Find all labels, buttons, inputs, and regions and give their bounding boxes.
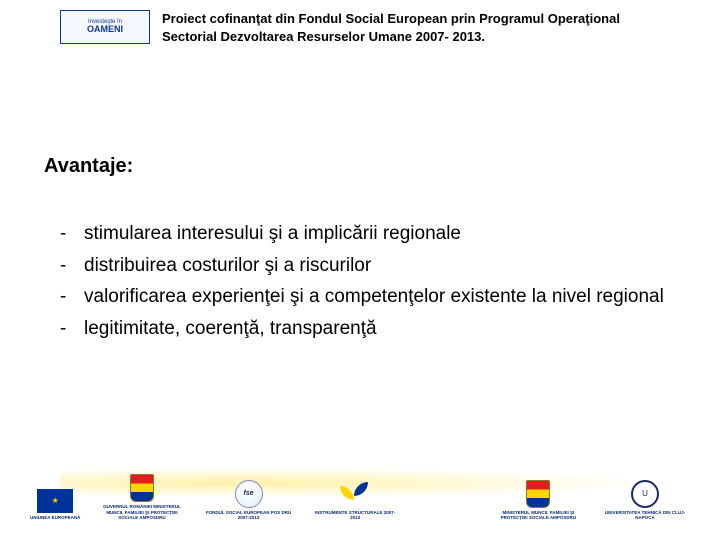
bullet-text: valorificarea experienţei şi a competenţ… bbox=[84, 283, 670, 311]
dash-icon: - bbox=[60, 315, 84, 343]
footer-caption: GUVERNUL ROMÂNIEI MINISTERUL MUNCII, FAM… bbox=[97, 504, 187, 520]
header: Investeşte în OAMENI Proiect cofinanţat … bbox=[60, 10, 680, 45]
slide-title: Avantaje: bbox=[44, 155, 133, 178]
footer-item-fse: fse FONDUL SOCIAL EUROPEAN POS DRU 2007-… bbox=[204, 480, 294, 520]
bullet-text: legitimitate, coerenţă, transparenţă bbox=[84, 315, 670, 343]
dash-icon: - bbox=[60, 252, 84, 280]
footer-caption: MINISTERUL MUNCII, FAMILIEI ŞI PROTECŢIE… bbox=[493, 510, 583, 520]
fse-logo-icon: fse bbox=[235, 480, 263, 508]
header-text: Proiect cofinanţat din Fondul Social Eur… bbox=[162, 10, 662, 45]
structural-instruments-icon bbox=[340, 482, 370, 508]
coat-of-arms-icon bbox=[526, 480, 550, 508]
footer-caption: FONDUL SOCIAL EUROPEAN POS DRU 2007-2013 bbox=[204, 510, 294, 520]
eu-flag-icon: ★ bbox=[37, 489, 73, 513]
list-item: - distribuirea costurilor şi a riscurilo… bbox=[60, 252, 670, 280]
footer-caption: UNIUNEA EUROPEANĂ bbox=[30, 515, 80, 520]
list-item: - valorificarea experienţei şi a compete… bbox=[60, 283, 670, 311]
list-item: - stimularea interesului şi a implicării… bbox=[60, 220, 670, 248]
dash-icon: - bbox=[60, 220, 84, 248]
dash-icon: - bbox=[60, 283, 84, 311]
coat-of-arms-icon bbox=[130, 474, 154, 502]
footer-caption: UNIVERSITATEA TEHNICĂ DIN CLUJ-NAPOCA bbox=[600, 510, 690, 520]
footer-caption: INSTRUMENTE STRUCTURALE 2007-2013 bbox=[310, 510, 400, 520]
footer-item-university: U UNIVERSITATEA TEHNICĂ DIN CLUJ-NAPOCA bbox=[600, 480, 690, 520]
list-item: - legitimitate, coerenţă, transparenţă bbox=[60, 315, 670, 343]
footer-row: ★ UNIUNEA EUROPEANĂ GUVERNUL ROMÂNIEI MI… bbox=[30, 474, 690, 520]
header-logo-line2: OAMENI bbox=[87, 25, 123, 35]
header-logo: Investeşte în OAMENI bbox=[60, 10, 150, 44]
footer-item-ministry: MINISTERUL MUNCII, FAMILIEI ŞI PROTECŢIE… bbox=[493, 480, 583, 520]
footer: ★ UNIUNEA EUROPEANĂ GUVERNUL ROMÂNIEI MI… bbox=[0, 464, 720, 534]
footer-item-eu: ★ UNIUNEA EUROPEANĂ bbox=[30, 489, 80, 520]
bullet-text: distribuirea costurilor şi a riscurilor bbox=[84, 252, 670, 280]
footer-item-gov: GUVERNUL ROMÂNIEI MINISTERUL MUNCII, FAM… bbox=[97, 474, 187, 520]
slide: Investeşte în OAMENI Proiect cofinanţat … bbox=[0, 0, 720, 540]
bullet-list: - stimularea interesului şi a implicării… bbox=[60, 220, 670, 346]
bullet-text: stimularea interesului şi a implicării r… bbox=[84, 220, 670, 248]
footer-item-is: INSTRUMENTE STRUCTURALE 2007-2013 bbox=[310, 482, 400, 520]
university-logo-icon: U bbox=[631, 480, 659, 508]
